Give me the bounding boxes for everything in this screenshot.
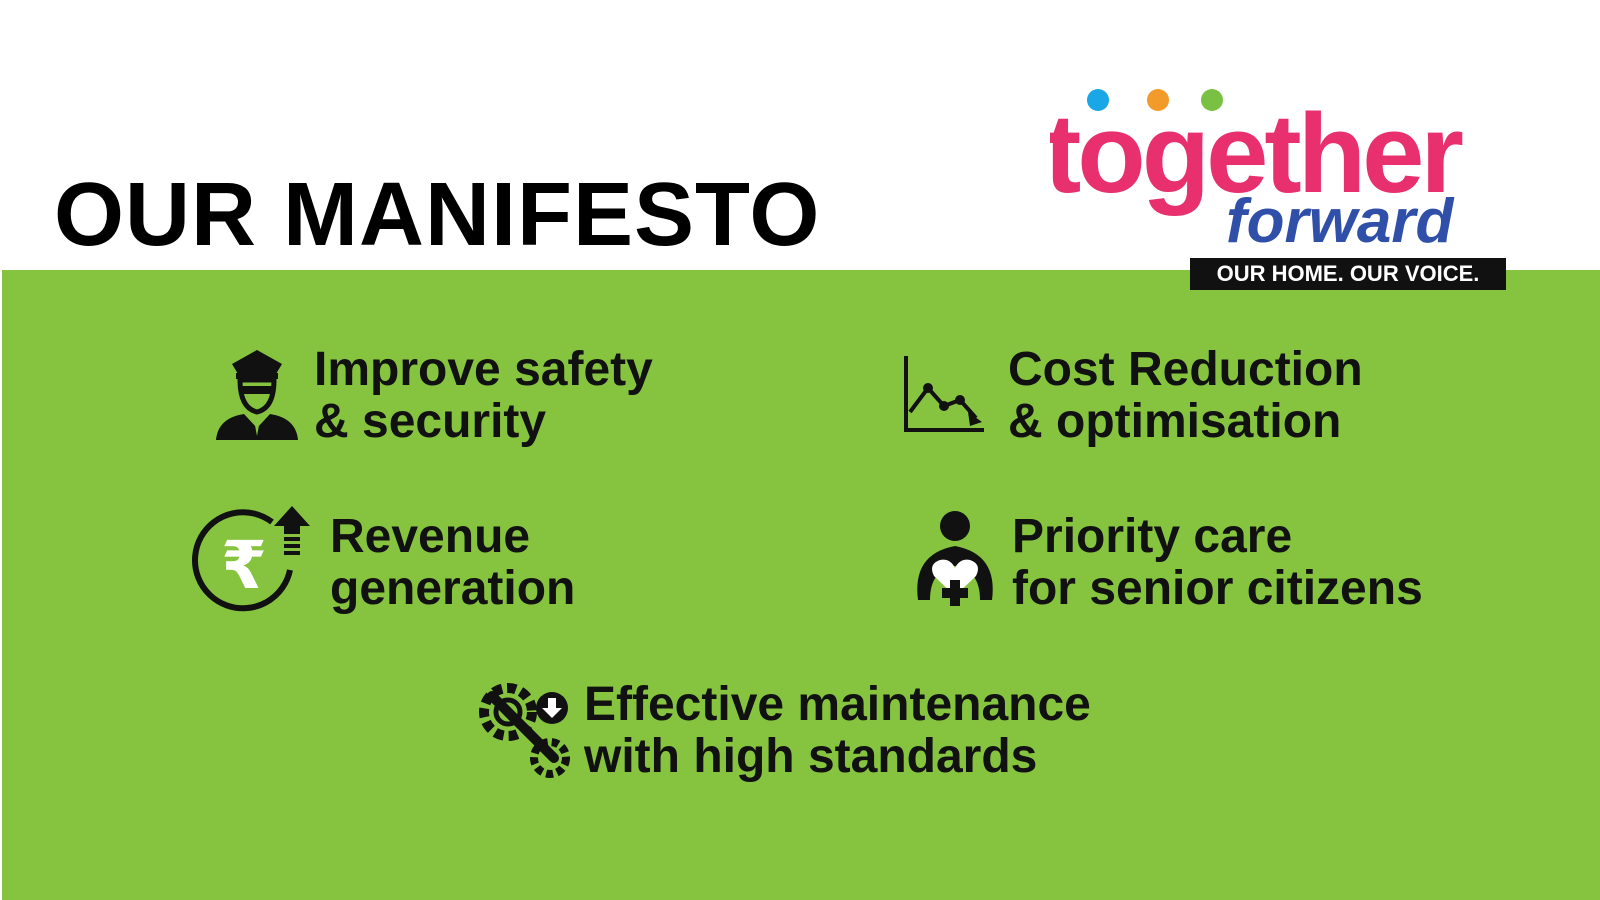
item-line2: for senior citizens [1012,561,1423,615]
manifesto-item-safety: Improve safety & security [214,344,653,448]
together-forward-logo: together forward [1050,82,1550,292]
item-line2: with high standards [584,729,1038,783]
manifesto-item-cost: Cost Reduction & optimisation [902,344,1363,448]
maintenance-tools-icon [478,678,574,783]
logo-word-together: together [1050,91,1462,216]
logo-dot-orange [1147,89,1169,111]
logo-dot-blue [1087,89,1109,111]
rupee-growth-icon: ₹ [192,504,318,621]
manifesto-item-maintenance: Effective maintenance with high standard… [478,678,1091,783]
logo-tagline: OUR HOME. OUR VOICE. [1190,258,1506,290]
item-line2: & security [314,395,547,448]
item-line1: Cost Reduction [1008,343,1363,396]
item-line2: generation [330,561,576,615]
svg-text:₹: ₹ [221,527,267,604]
item-line1: Effective maintenance [584,677,1091,731]
item-line2: & optimisation [1008,395,1342,448]
item-line1: Revenue [330,509,531,563]
item-line1: Improve safety [314,343,653,396]
item-line1: Priority care [1012,509,1293,563]
page-title: OUR MANIFESTO [54,165,821,265]
manifesto-item-senior-care: Priority care for senior citizens [912,510,1423,615]
decreasing-chart-icon [902,352,986,441]
logo-word-forward: forward [1226,187,1454,256]
senior-care-icon [912,510,998,615]
security-guard-icon [214,346,300,447]
logo-dot-green [1201,89,1223,111]
manifesto-item-revenue: ₹ Revenue generation [192,504,575,621]
